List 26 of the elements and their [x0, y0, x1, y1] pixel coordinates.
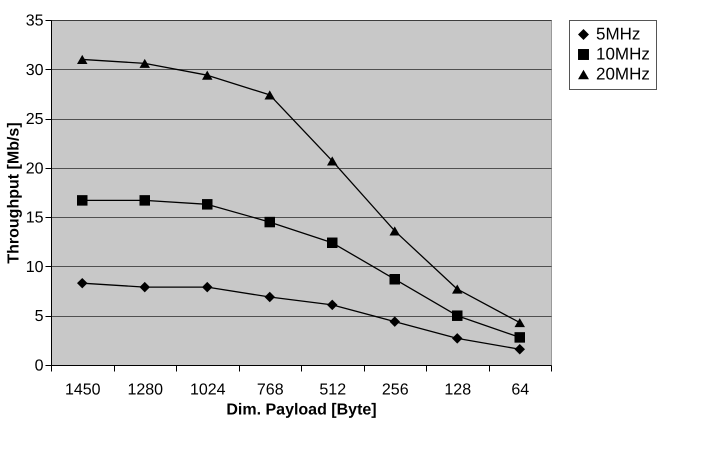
x-tick-label: 1280: [127, 382, 164, 398]
x-tick-label: 128: [444, 382, 472, 398]
y-tick-label: 30: [26, 62, 44, 79]
y-tick-label: 0: [34, 358, 44, 374]
x-axis-title: Dim. Payload [Byte]: [226, 402, 377, 418]
point: [514, 318, 525, 328]
y-tick-label: 5: [34, 308, 44, 326]
y-tick-label: 15: [26, 210, 44, 227]
y-axis-title: Throughput [Mb/s]: [6, 122, 23, 264]
x-tick-label: 1024: [190, 382, 226, 398]
x-tick-label: 256: [382, 382, 409, 398]
point: [77, 195, 88, 206]
y-tick-label: 10: [26, 258, 44, 276]
legend-label: 5MHz: [596, 24, 640, 44]
point: [77, 54, 88, 64]
x-tick-label: 768: [256, 382, 284, 398]
y-tick-label: 25: [26, 111, 44, 128]
point: [514, 332, 525, 343]
y-tick-label: 20: [26, 160, 44, 178]
legend-label: 10MHz: [596, 44, 650, 64]
x-tick-label: 1450: [64, 382, 101, 398]
point: [514, 344, 525, 354]
y-tick-label: 35: [26, 12, 44, 30]
x-tick-label: 64: [511, 382, 530, 398]
legend-label: 20MHz: [596, 64, 650, 84]
x-tick-label: 512: [319, 382, 346, 398]
